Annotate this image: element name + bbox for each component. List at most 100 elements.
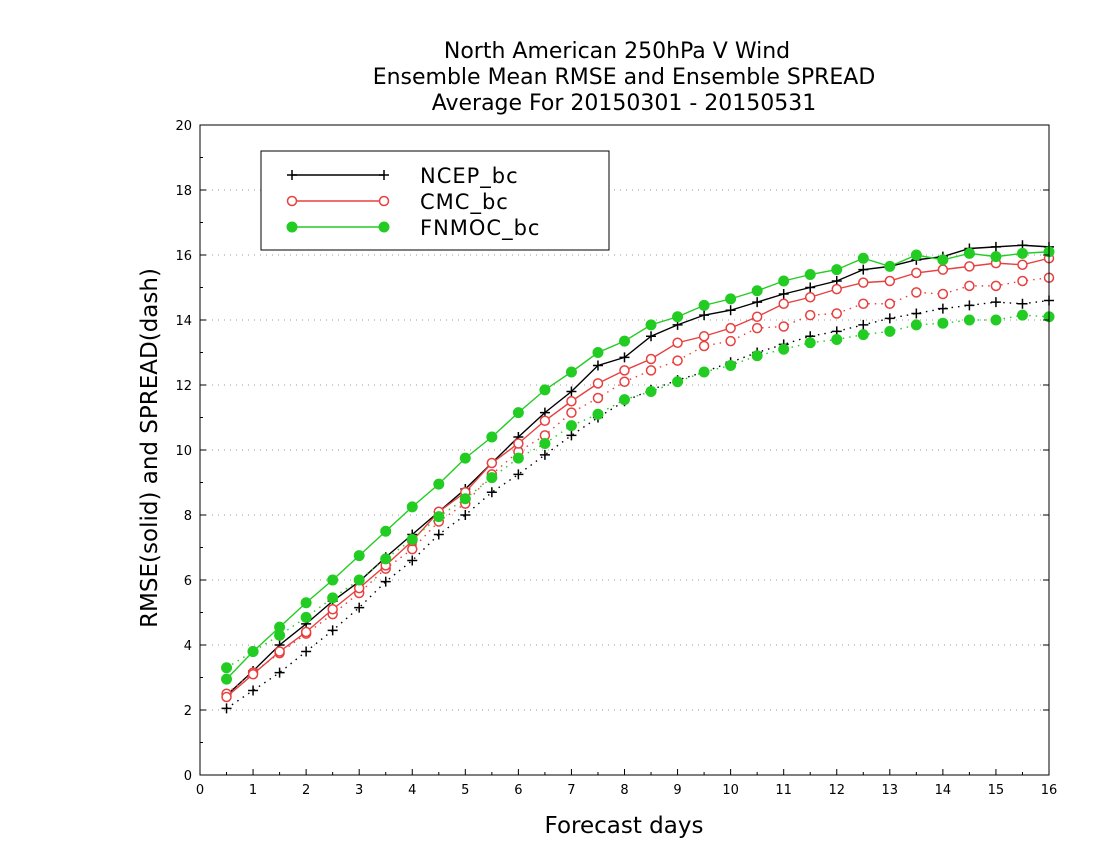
data-point-fnmoc_bc-spread bbox=[539, 438, 551, 449]
data-point-fnmoc_bc-rmse bbox=[619, 335, 630, 347]
data-point-cmc_bc-rmse bbox=[937, 264, 949, 275]
data-point-cmc_bc-spread bbox=[725, 335, 736, 347]
data-point-fnmoc_bc-spread bbox=[857, 329, 869, 341]
data-point-cmc_bc-spread bbox=[1017, 275, 1028, 287]
data-point-cmc_bc-rmse bbox=[486, 457, 498, 469]
data-point-fnmoc_bc-spread bbox=[565, 420, 577, 432]
axis-ticks: 0 1 2 3 4 5 6 7 8 9 10 11 12 13 14 15 160246810121416182… bbox=[175, 119, 1057, 798]
data-point-fnmoc_bc-rmse bbox=[831, 264, 843, 276]
series-line-ncep_bc-spread bbox=[226, 299, 1050, 709]
data-point-fnmoc_bc-spread bbox=[778, 343, 790, 355]
data-point-fnmoc_bc-spread bbox=[459, 493, 471, 505]
data-point-cmc_bc-rmse bbox=[858, 277, 869, 288]
chart-title: North American 250hPa V Wind Ensemble Me… bbox=[373, 39, 876, 116]
data-point-fnmoc_bc-rmse bbox=[672, 311, 684, 323]
title-line-1: North American 250hPa V Wind bbox=[444, 39, 790, 64]
data-point-fnmoc_bc-rmse bbox=[990, 251, 1002, 263]
data-point-cmc_bc-rmse bbox=[274, 646, 285, 657]
data-point-cmc_bc-spread bbox=[698, 340, 710, 352]
y-tick-label: 8 bbox=[184, 509, 192, 524]
data-point-fnmoc_bc-spread bbox=[725, 360, 737, 371]
data-point-cmc_bc-rmse bbox=[884, 275, 896, 287]
data-point-ncep_bc-spread bbox=[380, 576, 391, 587]
data-point-ncep_bc-spread bbox=[301, 646, 312, 657]
data-point-fnmoc_bc-rmse bbox=[247, 646, 259, 657]
data-point-fnmoc_bc-spread bbox=[963, 314, 975, 326]
data-point-fnmoc_bc-rmse bbox=[353, 550, 365, 562]
data-point-fnmoc_bc-rmse bbox=[592, 347, 604, 358]
data-point-ncep_bc-spread bbox=[884, 313, 895, 324]
data-point-cmc_bc-rmse bbox=[619, 365, 630, 376]
data-point-ncep_bc-rmse bbox=[566, 386, 577, 397]
data-point-fnmoc_bc-rmse bbox=[565, 366, 577, 378]
legend-label-cmc_bc: CMC_bc bbox=[420, 190, 509, 215]
data-point-fnmoc_bc-spread bbox=[353, 574, 365, 586]
data-point-cmc_bc-rmse bbox=[751, 311, 763, 322]
data-point-ncep_bc-rmse bbox=[752, 297, 763, 308]
x-tick-label: 1 bbox=[249, 783, 257, 798]
data-point-ncep_bc-spread bbox=[354, 602, 365, 613]
data-point-fnmoc_bc-spread bbox=[751, 350, 763, 362]
legend-marker bbox=[379, 170, 389, 180]
data-point-ncep_bc-spread bbox=[513, 469, 524, 480]
title-line-3: Average For 20150301 - 20150531 bbox=[432, 91, 817, 116]
data-point-fnmoc_bc-rmse bbox=[937, 254, 949, 266]
data-point-fnmoc_bc-rmse bbox=[512, 407, 524, 419]
data-point-cmc_bc-rmse bbox=[300, 626, 312, 638]
data-point-ncep_bc-spread bbox=[911, 308, 922, 319]
data-point-cmc_bc-spread bbox=[645, 365, 657, 376]
data-point-ncep_bc-rmse bbox=[725, 305, 736, 316]
data-point-fnmoc_bc-spread bbox=[619, 394, 630, 406]
x-tick-label: 10 bbox=[722, 783, 739, 798]
data-point-cmc_bc-rmse bbox=[221, 691, 232, 703]
series-markers-ncep_bc-rmse bbox=[221, 240, 1054, 701]
series-line-ncep_bc-rmse bbox=[226, 244, 1050, 696]
data-point-cmc_bc-rmse bbox=[592, 378, 604, 389]
y-tick-label: 6 bbox=[184, 574, 192, 589]
x-tick-label: 7 bbox=[567, 783, 575, 798]
data-point-ncep_bc-spread bbox=[460, 510, 471, 520]
data-point-fnmoc_bc-spread bbox=[512, 452, 524, 464]
y-tick-label: 0 bbox=[184, 769, 192, 784]
data-point-fnmoc_bc-rmse bbox=[1016, 247, 1028, 259]
data-point-fnmoc_bc-spread bbox=[300, 611, 312, 623]
data-point-cmc_bc-rmse bbox=[778, 298, 789, 309]
y-tick-label: 14 bbox=[175, 314, 192, 329]
data-point-fnmoc_bc-rmse bbox=[645, 319, 657, 331]
title-line-2: Ensemble Mean RMSE and Ensemble SPREAD bbox=[373, 65, 876, 90]
data-point-ncep_bc-spread bbox=[937, 303, 948, 314]
series-markers-cmc_bc-rmse bbox=[221, 253, 1055, 703]
data-point-fnmoc_bc-spread bbox=[804, 337, 816, 349]
data-point-ncep_bc-rmse bbox=[778, 289, 789, 299]
data-point-fnmoc_bc-rmse bbox=[884, 260, 896, 272]
data-point-ncep_bc-rmse bbox=[805, 282, 816, 293]
data-point-fnmoc_bc-rmse bbox=[486, 431, 498, 443]
x-tick-label: 0 bbox=[196, 783, 204, 798]
data-point-fnmoc_bc-spread bbox=[645, 386, 657, 397]
legend-label-ncep_bc: NCEP_bc bbox=[420, 164, 519, 189]
data-point-fnmoc_bc-spread bbox=[937, 317, 949, 329]
data-point-ncep_bc-spread bbox=[274, 667, 285, 678]
data-point-fnmoc_bc-rmse bbox=[459, 452, 471, 464]
data-point-cmc_bc-rmse bbox=[831, 283, 842, 295]
series-line-cmc_bc-spread bbox=[226, 277, 1050, 695]
series-markers-fnmoc_bc-spread bbox=[221, 309, 1055, 674]
data-point-fnmoc_bc-spread bbox=[672, 376, 684, 388]
x-tick-label: 15 bbox=[988, 783, 1005, 798]
data-point-ncep_bc-rmse bbox=[592, 360, 603, 371]
data-point-ncep_bc-rmse bbox=[858, 264, 869, 275]
data-point-cmc_bc-spread bbox=[566, 407, 577, 418]
data-point-cmc_bc-rmse bbox=[247, 669, 259, 680]
data-point-fnmoc_bc-spread bbox=[698, 366, 710, 378]
legend-marker bbox=[286, 195, 298, 207]
y-tick-label: 2 bbox=[184, 704, 192, 719]
data-point-cmc_bc-rmse bbox=[672, 337, 683, 348]
data-point-ncep_bc-spread bbox=[327, 625, 338, 636]
data-point-cmc_bc-spread bbox=[911, 287, 922, 298]
y-tick-label: 4 bbox=[184, 639, 192, 654]
data-point-ncep_bc-spread bbox=[486, 487, 497, 498]
data-point-fnmoc_bc-rmse bbox=[221, 673, 233, 685]
data-point-cmc_bc-spread bbox=[672, 355, 683, 366]
data-point-fnmoc_bc-spread bbox=[433, 511, 445, 523]
data-point-fnmoc_bc-rmse bbox=[725, 293, 737, 305]
